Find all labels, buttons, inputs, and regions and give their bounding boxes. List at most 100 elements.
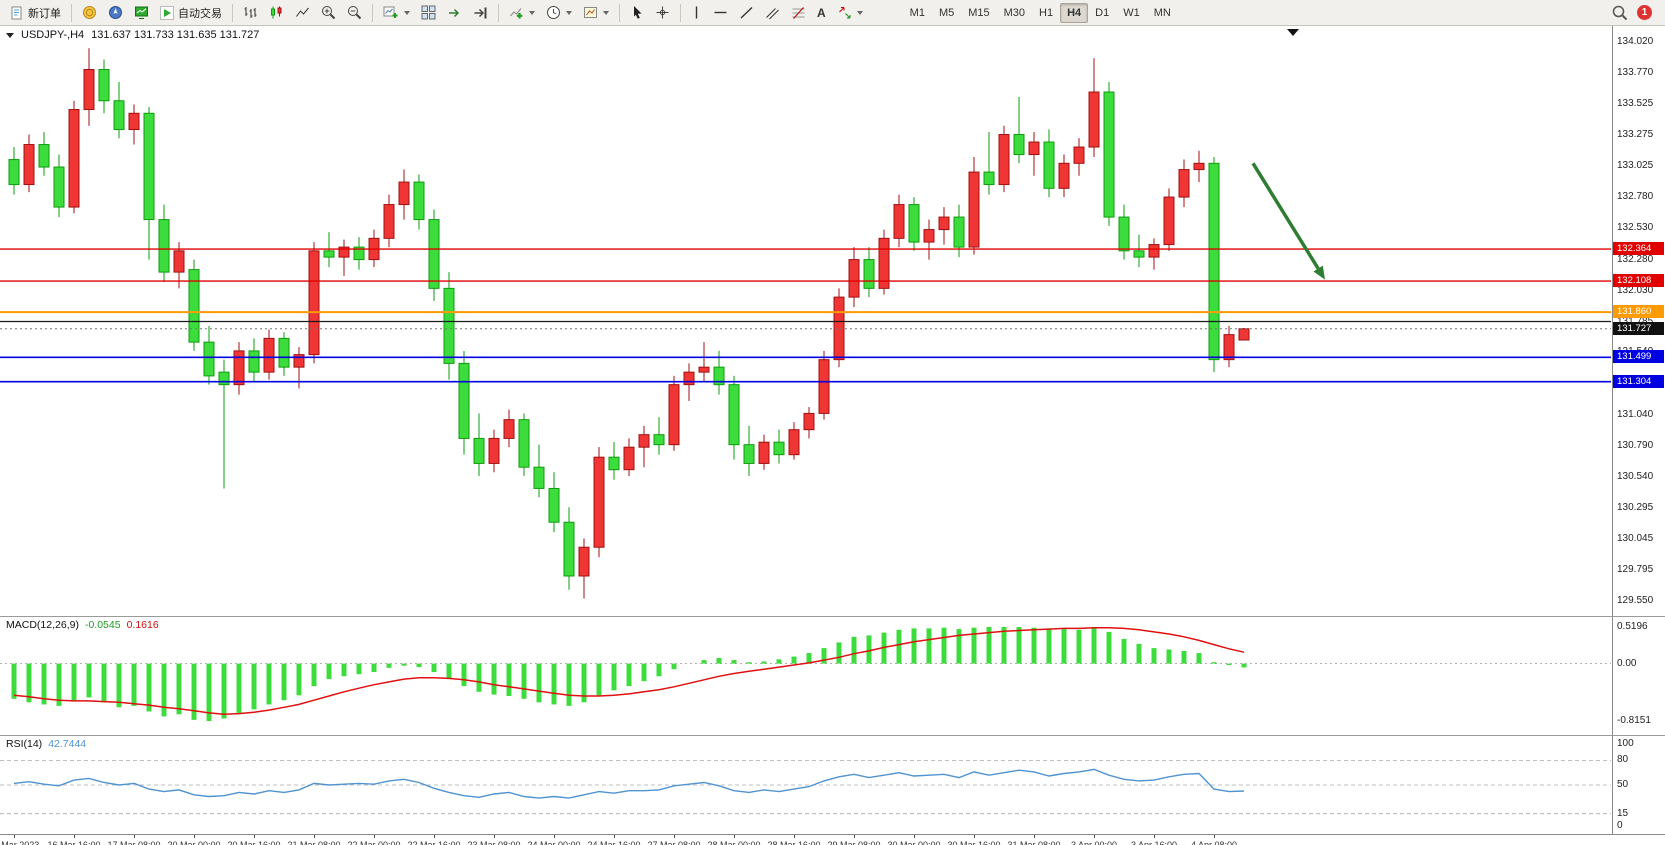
periods-clock-icon — [547, 6, 560, 19]
rsi-axis-label: 100 — [1617, 738, 1634, 749]
time-tick — [914, 835, 915, 838]
time-tick — [374, 835, 375, 838]
search-icon[interactable] — [1612, 5, 1628, 21]
time-axis-label: 28 Mar 00:00 — [707, 840, 761, 845]
candle — [53, 166, 65, 208]
candle — [563, 521, 575, 577]
market-watch-button[interactable] — [77, 2, 102, 24]
timeframe-button-m30[interactable]: M30 — [1003, 6, 1026, 19]
price-tag: 131.304 — [1613, 374, 1664, 388]
time-tick — [734, 835, 735, 838]
timeframe-button-h4[interactable]: H4 — [1060, 2, 1089, 23]
indicators-button[interactable] — [504, 2, 540, 24]
chevron-down-icon — [856, 10, 863, 15]
candle — [698, 366, 710, 373]
time-tick — [1094, 835, 1095, 838]
rsi-panel: RSI(14) 42.7444 100 80 50 15 0 — [0, 735, 1665, 834]
templates-button[interactable] — [578, 2, 614, 24]
rsi-axis-label: 80 — [1617, 754, 1629, 766]
symbol-dropdown-icon[interactable] — [6, 32, 14, 38]
terminal-button[interactable] — [129, 2, 154, 24]
candle — [863, 259, 875, 289]
main-chart-panel: USDJPY-,H4 131.637 131.733 131.635 131.7… — [0, 26, 1665, 616]
toolbar-right-group: 1 — [1612, 5, 1660, 21]
price-tag: 131.860 — [1613, 305, 1664, 319]
zoom-out-button[interactable] — [342, 2, 367, 24]
time-tick — [14, 835, 15, 838]
toolbar-separator — [71, 3, 72, 22]
candle — [1088, 91, 1100, 148]
time-axis-label: 22 Mar 00:00 — [347, 840, 401, 845]
time-axis-label: 30 Mar 16:00 — [947, 840, 1001, 845]
text-tool-icon: A — [817, 5, 826, 20]
rsi-chart[interactable] — [0, 736, 1611, 829]
candle — [293, 354, 305, 368]
zoom-in-button[interactable] — [316, 2, 341, 24]
macd-axis-label: 0.5196 — [1617, 621, 1648, 632]
candle — [278, 337, 290, 368]
new-order-button[interactable]: 新订单 — [5, 2, 66, 24]
candle — [1133, 250, 1145, 258]
cursor-button[interactable] — [625, 2, 649, 24]
candlestick-chart-button[interactable] — [264, 2, 289, 24]
timeframe-button-mn[interactable]: MN — [1153, 6, 1171, 19]
line-chart-button[interactable] — [290, 2, 315, 24]
zoom-in-icon — [322, 6, 336, 20]
chevron-down-icon — [529, 10, 535, 15]
macd-chart[interactable] — [0, 617, 1611, 730]
time-axis-label: 22 Mar 16:00 — [407, 840, 461, 845]
timeframe-button-d1[interactable]: D1 — [1095, 6, 1110, 19]
rsi-axis[interactable]: 100 80 50 15 0 — [1612, 736, 1665, 834]
channel-tool-button[interactable] — [760, 2, 785, 24]
candle — [1148, 244, 1160, 258]
candle — [23, 144, 35, 186]
trendline-tool-button[interactable] — [734, 2, 759, 24]
candle — [473, 437, 485, 464]
time-axis-label: 3 Apr 16:00 — [1130, 840, 1178, 845]
candle — [38, 144, 50, 168]
time-tick — [794, 835, 795, 838]
timeframe-button-w1[interactable]: W1 — [1123, 6, 1140, 19]
candle — [143, 112, 155, 221]
time-axis[interactable]: 16 Mar 2023 16 Mar 16:00 17 Mar 08:00 20 Ma… — [0, 834, 1665, 845]
time-axis-label: 27 Mar 08:00 — [647, 840, 701, 845]
timeframe-button-m5[interactable]: M5 — [938, 6, 955, 19]
timeframe-button-m1[interactable]: M1 — [909, 6, 925, 19]
auto-trading-button[interactable]: 自动交易 — [155, 2, 227, 24]
new-chart-button[interactable] — [378, 2, 415, 24]
candle — [938, 216, 950, 231]
macd-axis[interactable]: 0.5196 0.00 -0.8151 — [1612, 617, 1665, 735]
candle — [308, 250, 320, 356]
candle — [593, 456, 605, 548]
bar-chart-button[interactable] — [238, 2, 263, 24]
horizontal-line-tool-button[interactable] — [708, 2, 733, 24]
fibonacci-tool-button[interactable] — [786, 2, 811, 24]
text-tool-button[interactable]: A — [812, 2, 831, 24]
timeframe-button-m15[interactable]: M15 — [968, 6, 990, 19]
macd-name: MACD(12,26,9) — [6, 619, 79, 631]
periods-button[interactable] — [541, 2, 577, 24]
candle — [1163, 196, 1175, 246]
crosshair-button[interactable] — [650, 2, 675, 24]
candle — [233, 350, 245, 386]
notification-badge[interactable]: 1 — [1637, 5, 1652, 20]
candle — [383, 204, 395, 239]
chart-shift-button[interactable] — [468, 2, 493, 24]
candle — [128, 112, 140, 131]
rsi-value: 42.7444 — [48, 738, 87, 750]
vertical-line-tool-button[interactable] — [686, 2, 707, 24]
candlestick-chart[interactable] — [0, 26, 1611, 611]
time-axis-label: 16 Mar 16:00 — [47, 840, 101, 845]
timeframe-button-h1[interactable]: H1 — [1039, 6, 1054, 19]
time-tick — [674, 835, 675, 838]
time-tick — [494, 835, 495, 838]
navigator-button[interactable] — [103, 2, 128, 24]
price-axis[interactable]: 134.020 133.770 133.525 133.275 133.025 132.7… — [1612, 26, 1665, 616]
candle — [68, 109, 80, 208]
auto-scroll-button[interactable] — [442, 2, 467, 24]
candle — [668, 384, 680, 446]
time-axis-label: 24 Mar 16:00 — [587, 840, 641, 845]
tile-windows-button[interactable] — [416, 2, 441, 24]
arrows-tool-button[interactable] — [832, 2, 868, 24]
time-tick — [1034, 835, 1035, 838]
